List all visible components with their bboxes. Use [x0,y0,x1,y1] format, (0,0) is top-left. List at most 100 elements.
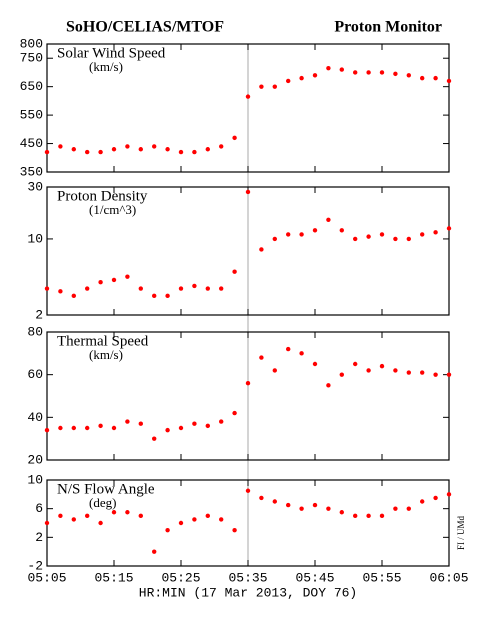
data-point [326,383,331,388]
data-point [125,419,130,424]
data-point [165,293,170,299]
data-point [299,506,304,511]
panel-unit: (km/s) [89,59,123,74]
data-point [312,73,318,78]
data-point [178,425,184,431]
y-tick-label: 20 [27,452,43,467]
data-point [111,147,117,152]
data-point [205,147,210,152]
data-point [299,75,304,81]
data-point [393,236,398,242]
y-tick-label: 650 [20,79,43,94]
subtitle: Proton Monitor [334,19,442,36]
y-tick-label: 30 [27,179,43,194]
data-point [44,520,50,526]
data-point [152,293,157,299]
data-point [379,513,385,519]
data-point [446,492,452,497]
data-point [232,269,237,274]
panel-unit: (deg) [89,495,116,510]
data-point [58,425,63,431]
y-tick-label: -2 [27,558,43,573]
data-point [98,423,103,429]
data-point [192,517,197,522]
data-point [433,230,438,235]
data-point [192,283,197,289]
data-point [326,65,331,71]
y-tick-label: 2 [35,307,43,322]
data-point [366,368,371,373]
data-point [312,361,318,367]
data-point [312,502,318,508]
data-point [85,425,90,431]
data-point [259,355,264,360]
data-point [152,144,157,149]
data-point [446,372,452,377]
data-point [44,286,50,291]
data-point [420,232,425,237]
data-point [98,280,103,285]
data-point [286,346,291,352]
x-tick-label: 05:05 [27,570,66,585]
data-point [299,351,304,356]
data-point [219,286,224,291]
data-point [232,410,237,416]
data-point [232,135,237,141]
data-point [406,73,411,78]
data-point [111,425,117,431]
data-point [366,70,371,75]
data-point [44,427,50,433]
data-point [312,228,318,233]
data-point [219,419,224,424]
data-point [111,277,117,283]
data-point [232,527,237,533]
y-tick-label: 550 [20,108,43,123]
data-point [98,520,103,526]
data-point [138,513,143,519]
data-point [353,236,358,242]
x-tick-label: 05:55 [362,570,401,585]
data-point [245,488,251,493]
data-point [339,228,344,233]
data-point [406,370,411,375]
data-point [138,421,143,426]
data-point [406,506,411,511]
data-point [272,236,277,242]
data-point [178,149,184,155]
y-tick-label: 800 [20,36,43,51]
y-tick-label: 10 [27,472,43,487]
data-point [98,149,103,155]
data-point [366,234,371,239]
panel-unit: (1/cm^3) [89,202,136,217]
data-point [178,520,184,526]
data-point [245,189,251,195]
data-point [366,513,371,519]
data-point [71,517,77,522]
data-point [71,147,77,152]
y-tick-label: 10 [27,231,43,246]
data-point [219,517,224,522]
panel-unit: (km/s) [89,347,123,362]
x-tick-label: 05:45 [295,570,334,585]
data-point [339,67,344,72]
data-point [71,293,77,299]
panel-label: Proton Density [57,188,148,204]
data-point [259,495,264,501]
data-point [420,370,425,375]
data-point [353,361,358,367]
y-tick-label: 6 [35,501,43,516]
y-tick-label: 2 [35,530,43,545]
side-note: FI / UMd [456,515,466,550]
data-point [272,84,277,89]
data-point [192,149,197,155]
x-tick-label: 05:35 [228,570,267,585]
data-point [85,286,90,291]
title: SoHO/CELIAS/MTOF [66,19,224,36]
data-point [406,236,411,242]
data-point [326,217,331,222]
data-point [245,381,251,386]
data-point [420,499,425,504]
y-tick-label: 750 [20,51,43,66]
y-tick-label: 350 [20,164,43,179]
